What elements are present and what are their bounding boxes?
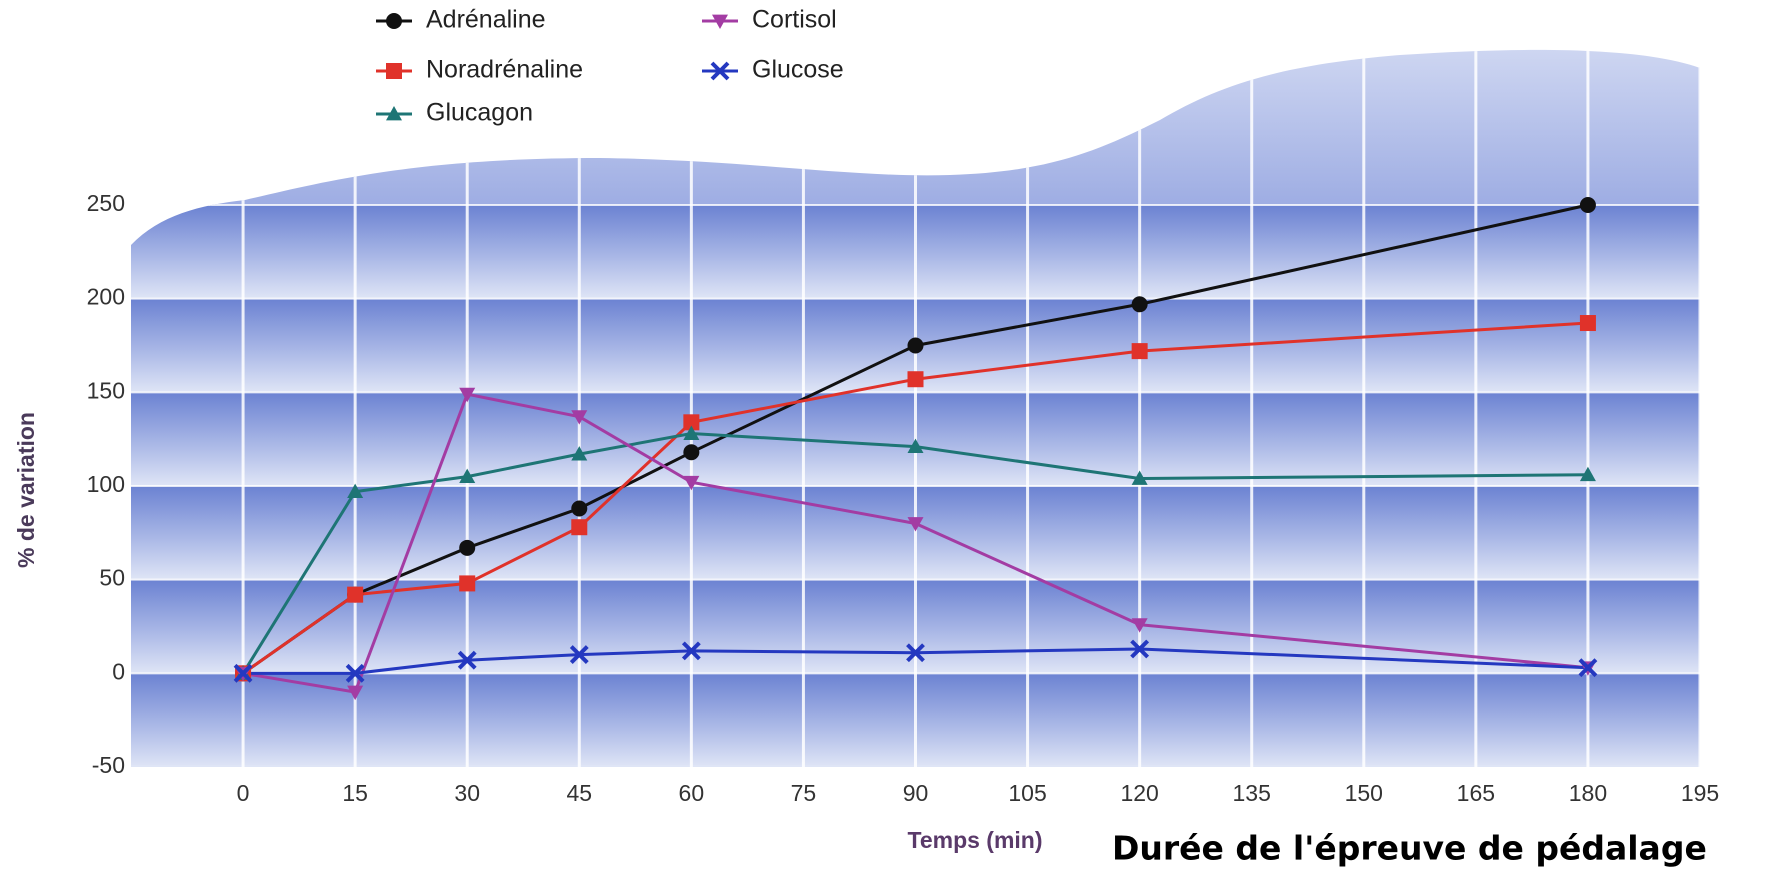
marker (571, 500, 588, 517)
x-tick-label: 45 (566, 780, 592, 806)
marker (1579, 315, 1596, 332)
y-tick-label: 200 (87, 284, 125, 310)
marker (1579, 197, 1596, 213)
legend: Adrénaline Noradrénaline Glucagon Cortisol G… (376, 6, 844, 127)
marker (683, 425, 700, 440)
x-tick-label: 135 (1233, 780, 1271, 806)
marker (459, 468, 476, 484)
marker (1130, 639, 1150, 659)
series-line (242, 392, 1589, 694)
series-lines (241, 203, 1589, 694)
series-line (242, 321, 1589, 675)
x-tick-label: 195 (1681, 780, 1719, 806)
legend-label: Cortisol (752, 6, 837, 34)
marker (571, 519, 588, 536)
band (131, 49, 1700, 205)
x-tick-label: 165 (1457, 780, 1495, 806)
x-tick-label: 60 (679, 780, 705, 806)
marker (233, 663, 253, 683)
marker (906, 643, 925, 663)
marker (571, 446, 588, 461)
marker (571, 410, 588, 425)
y-tick-label: -50 (92, 752, 125, 778)
y-tick-label: 150 (87, 377, 125, 403)
x-tick-label: 180 (1569, 780, 1607, 806)
marker (347, 483, 364, 499)
labels: -50 0 50 100 150 200 250 0 15 30 45 60 75 90 105 120 135… (87, 190, 1720, 806)
marker (457, 650, 477, 670)
marker (1131, 618, 1148, 633)
x-tick-label: 150 (1345, 780, 1383, 806)
marker (681, 641, 701, 661)
marker (1131, 296, 1148, 313)
marker (683, 475, 700, 491)
series-line (241, 432, 1588, 675)
series-line (243, 647, 1588, 675)
marker (683, 414, 700, 431)
marker (1131, 470, 1148, 485)
annotation: Durée de l'épreuve de pédalage (1112, 829, 1707, 868)
marker (347, 586, 364, 603)
legend-label: Adrénaline (426, 6, 546, 34)
marker (907, 438, 924, 454)
marker (907, 337, 924, 354)
marker (386, 106, 402, 121)
y-tick-label: 50 (99, 565, 125, 591)
y-tick-label: 100 (87, 471, 125, 497)
y-tick-label: 250 (87, 190, 125, 216)
x-tick-label: 30 (454, 780, 480, 806)
y-axis-label: % de variation (13, 412, 39, 568)
x-tick-label: 15 (342, 780, 368, 806)
x-tick-label: 90 (903, 780, 929, 806)
marker (710, 61, 730, 81)
marker (1579, 466, 1596, 482)
x-tick-label: 0 (237, 780, 250, 806)
marker (907, 517, 924, 532)
marker (459, 539, 476, 556)
legend-label: Noradrénaline (426, 56, 583, 84)
marker (345, 663, 365, 683)
marker (459, 575, 476, 592)
series-markers (233, 197, 1598, 701)
marker (712, 14, 728, 29)
marker (1578, 658, 1598, 678)
x-tick-label: 75 (791, 780, 817, 806)
series-line (242, 203, 1589, 675)
marker (569, 645, 589, 665)
x-tick-label: 105 (1008, 780, 1046, 806)
x-axis-label: Temps (min) (907, 827, 1042, 853)
marker (907, 371, 924, 388)
x-tick-label: 120 (1120, 780, 1158, 806)
marker (386, 13, 402, 29)
marker (347, 685, 364, 701)
marker (1131, 343, 1148, 360)
marker (386, 63, 402, 79)
marker (683, 444, 700, 461)
legend-label: Glucagon (426, 99, 533, 127)
marker (459, 387, 476, 403)
legend-label: Glucose (752, 56, 844, 84)
y-tick-label: 0 (112, 658, 125, 684)
